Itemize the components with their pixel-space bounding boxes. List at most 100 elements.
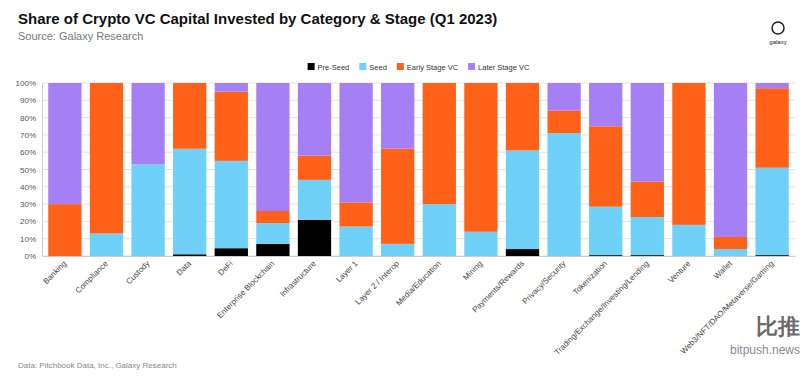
tick: 90% <box>20 96 42 105</box>
category-label: Venture <box>666 259 692 285</box>
category-label: Banking <box>41 259 68 286</box>
category-label: Wallet <box>712 258 734 280</box>
tick: Wallet <box>712 256 734 281</box>
bar-segment <box>672 83 705 84</box>
category-label: Trading/Exchange/Investing/Lending <box>553 259 651 357</box>
tick: 20% <box>20 217 42 226</box>
legend-swatch <box>397 63 404 70</box>
legend-label: Early Stage VC <box>407 63 459 72</box>
bar-segment <box>215 248 248 256</box>
tick: 80% <box>20 114 42 123</box>
tick-label: 80% <box>20 114 36 123</box>
category-label: Data <box>175 259 194 278</box>
bar-segment <box>547 133 580 256</box>
category-label: Infrastructure <box>278 259 318 299</box>
category-label: Layer 2 / Interop <box>354 259 402 307</box>
legend-label: Later Stage VC <box>478 63 530 72</box>
tick: 30% <box>20 200 42 209</box>
bar-segment <box>339 227 372 256</box>
bar-segment <box>256 83 289 211</box>
bar-segment <box>755 168 788 255</box>
bar-segment <box>464 83 497 84</box>
tick: Compliance <box>74 256 111 295</box>
logo-icon <box>772 22 784 34</box>
tick: Infrastructure <box>278 256 318 299</box>
bar-segment <box>589 83 622 126</box>
bar-segment <box>215 92 248 161</box>
tick: Tokenization <box>571 256 609 297</box>
tick: 60% <box>20 148 42 157</box>
tick-label: 20% <box>20 217 36 226</box>
tick: Web3/NFT/DAO/Metaverse/Gaming <box>679 256 776 356</box>
series <box>48 83 789 256</box>
bar-segment <box>464 232 497 256</box>
category-label: Enterprise Blockchain <box>215 259 276 320</box>
y-axis: 0%10%20%30%40%50%60%70%80%90%100% <box>16 79 43 261</box>
bar-segment <box>298 180 331 220</box>
tick: Banking <box>41 256 68 286</box>
tick: Venture <box>666 256 692 285</box>
bar-segment <box>215 83 248 92</box>
tick: Data <box>175 256 194 277</box>
legend-item: Early Stage VC <box>397 63 459 72</box>
category-label: Custody <box>124 259 151 286</box>
bar-segment <box>381 149 414 244</box>
bar-segment <box>547 111 580 133</box>
bar-segment <box>631 83 664 182</box>
bar-segment <box>423 83 456 84</box>
bar-segment <box>48 83 81 204</box>
tick-label: 50% <box>20 166 36 175</box>
category-label: Tokenization <box>571 259 609 297</box>
axis-line <box>42 84 43 257</box>
bar-segment <box>173 149 206 255</box>
tick: Mining <box>461 256 484 282</box>
tick-label: 0% <box>24 252 36 261</box>
bar-segment <box>423 204 456 256</box>
legend-item: Seed <box>359 63 387 72</box>
watermark: 比推 <box>756 314 800 339</box>
bar-segment <box>506 83 539 150</box>
bar-segment <box>131 164 164 256</box>
legend: Pre-Seed Seed Early Stage VC Later Stage VC <box>308 63 530 72</box>
tick-label: 30% <box>20 200 36 209</box>
bar-segment <box>714 249 747 256</box>
bar-segment <box>298 156 331 180</box>
tick: Payments/Rewards <box>470 256 525 314</box>
bar-segment <box>381 83 414 149</box>
bar-segment <box>464 83 497 232</box>
tick: 100% <box>16 79 42 88</box>
bar-segment <box>256 244 289 256</box>
bar-segment <box>131 83 164 164</box>
bar-segment <box>589 126 622 206</box>
tick: Enterprise Blockchain <box>215 256 276 320</box>
tick: 50% <box>20 166 42 175</box>
x-axis: BankingCompliance Custody Data DeFiEnterpri… <box>41 256 795 357</box>
bar-segment <box>90 234 123 256</box>
tick-label: 90% <box>20 96 36 105</box>
legend-label: Pre-Seed <box>318 63 350 72</box>
category-label: Media/Education <box>394 259 443 308</box>
tick: 70% <box>20 131 42 140</box>
axis-line <box>43 256 796 257</box>
legend-item: Pre-Seed <box>308 63 350 72</box>
tick: 0% <box>24 252 42 261</box>
category-label: Privacy/Security <box>521 259 568 306</box>
chart: Share of Crypto VC Capital Invested by C… <box>0 0 807 384</box>
bar-segment <box>381 244 414 256</box>
tick: Media/Education <box>394 256 443 308</box>
bar-segment <box>672 83 705 225</box>
category-label: Compliance <box>74 259 111 296</box>
category-label: Mining <box>461 259 484 282</box>
logo-text: galaxy <box>769 39 786 45</box>
bar-segment <box>631 217 664 255</box>
title: Share of Crypto VC Capital Invested by C… <box>18 10 497 27</box>
bar-segment <box>714 83 747 237</box>
bar-segment <box>48 204 81 256</box>
bar-segment <box>256 211 289 223</box>
subtitle: Source: Galaxy Research <box>18 30 143 42</box>
bar-segment <box>173 83 206 149</box>
bar-segment <box>90 83 123 84</box>
tick-label: 40% <box>20 183 36 192</box>
bar-segment <box>173 254 206 256</box>
category-label: DeFi <box>216 259 234 277</box>
